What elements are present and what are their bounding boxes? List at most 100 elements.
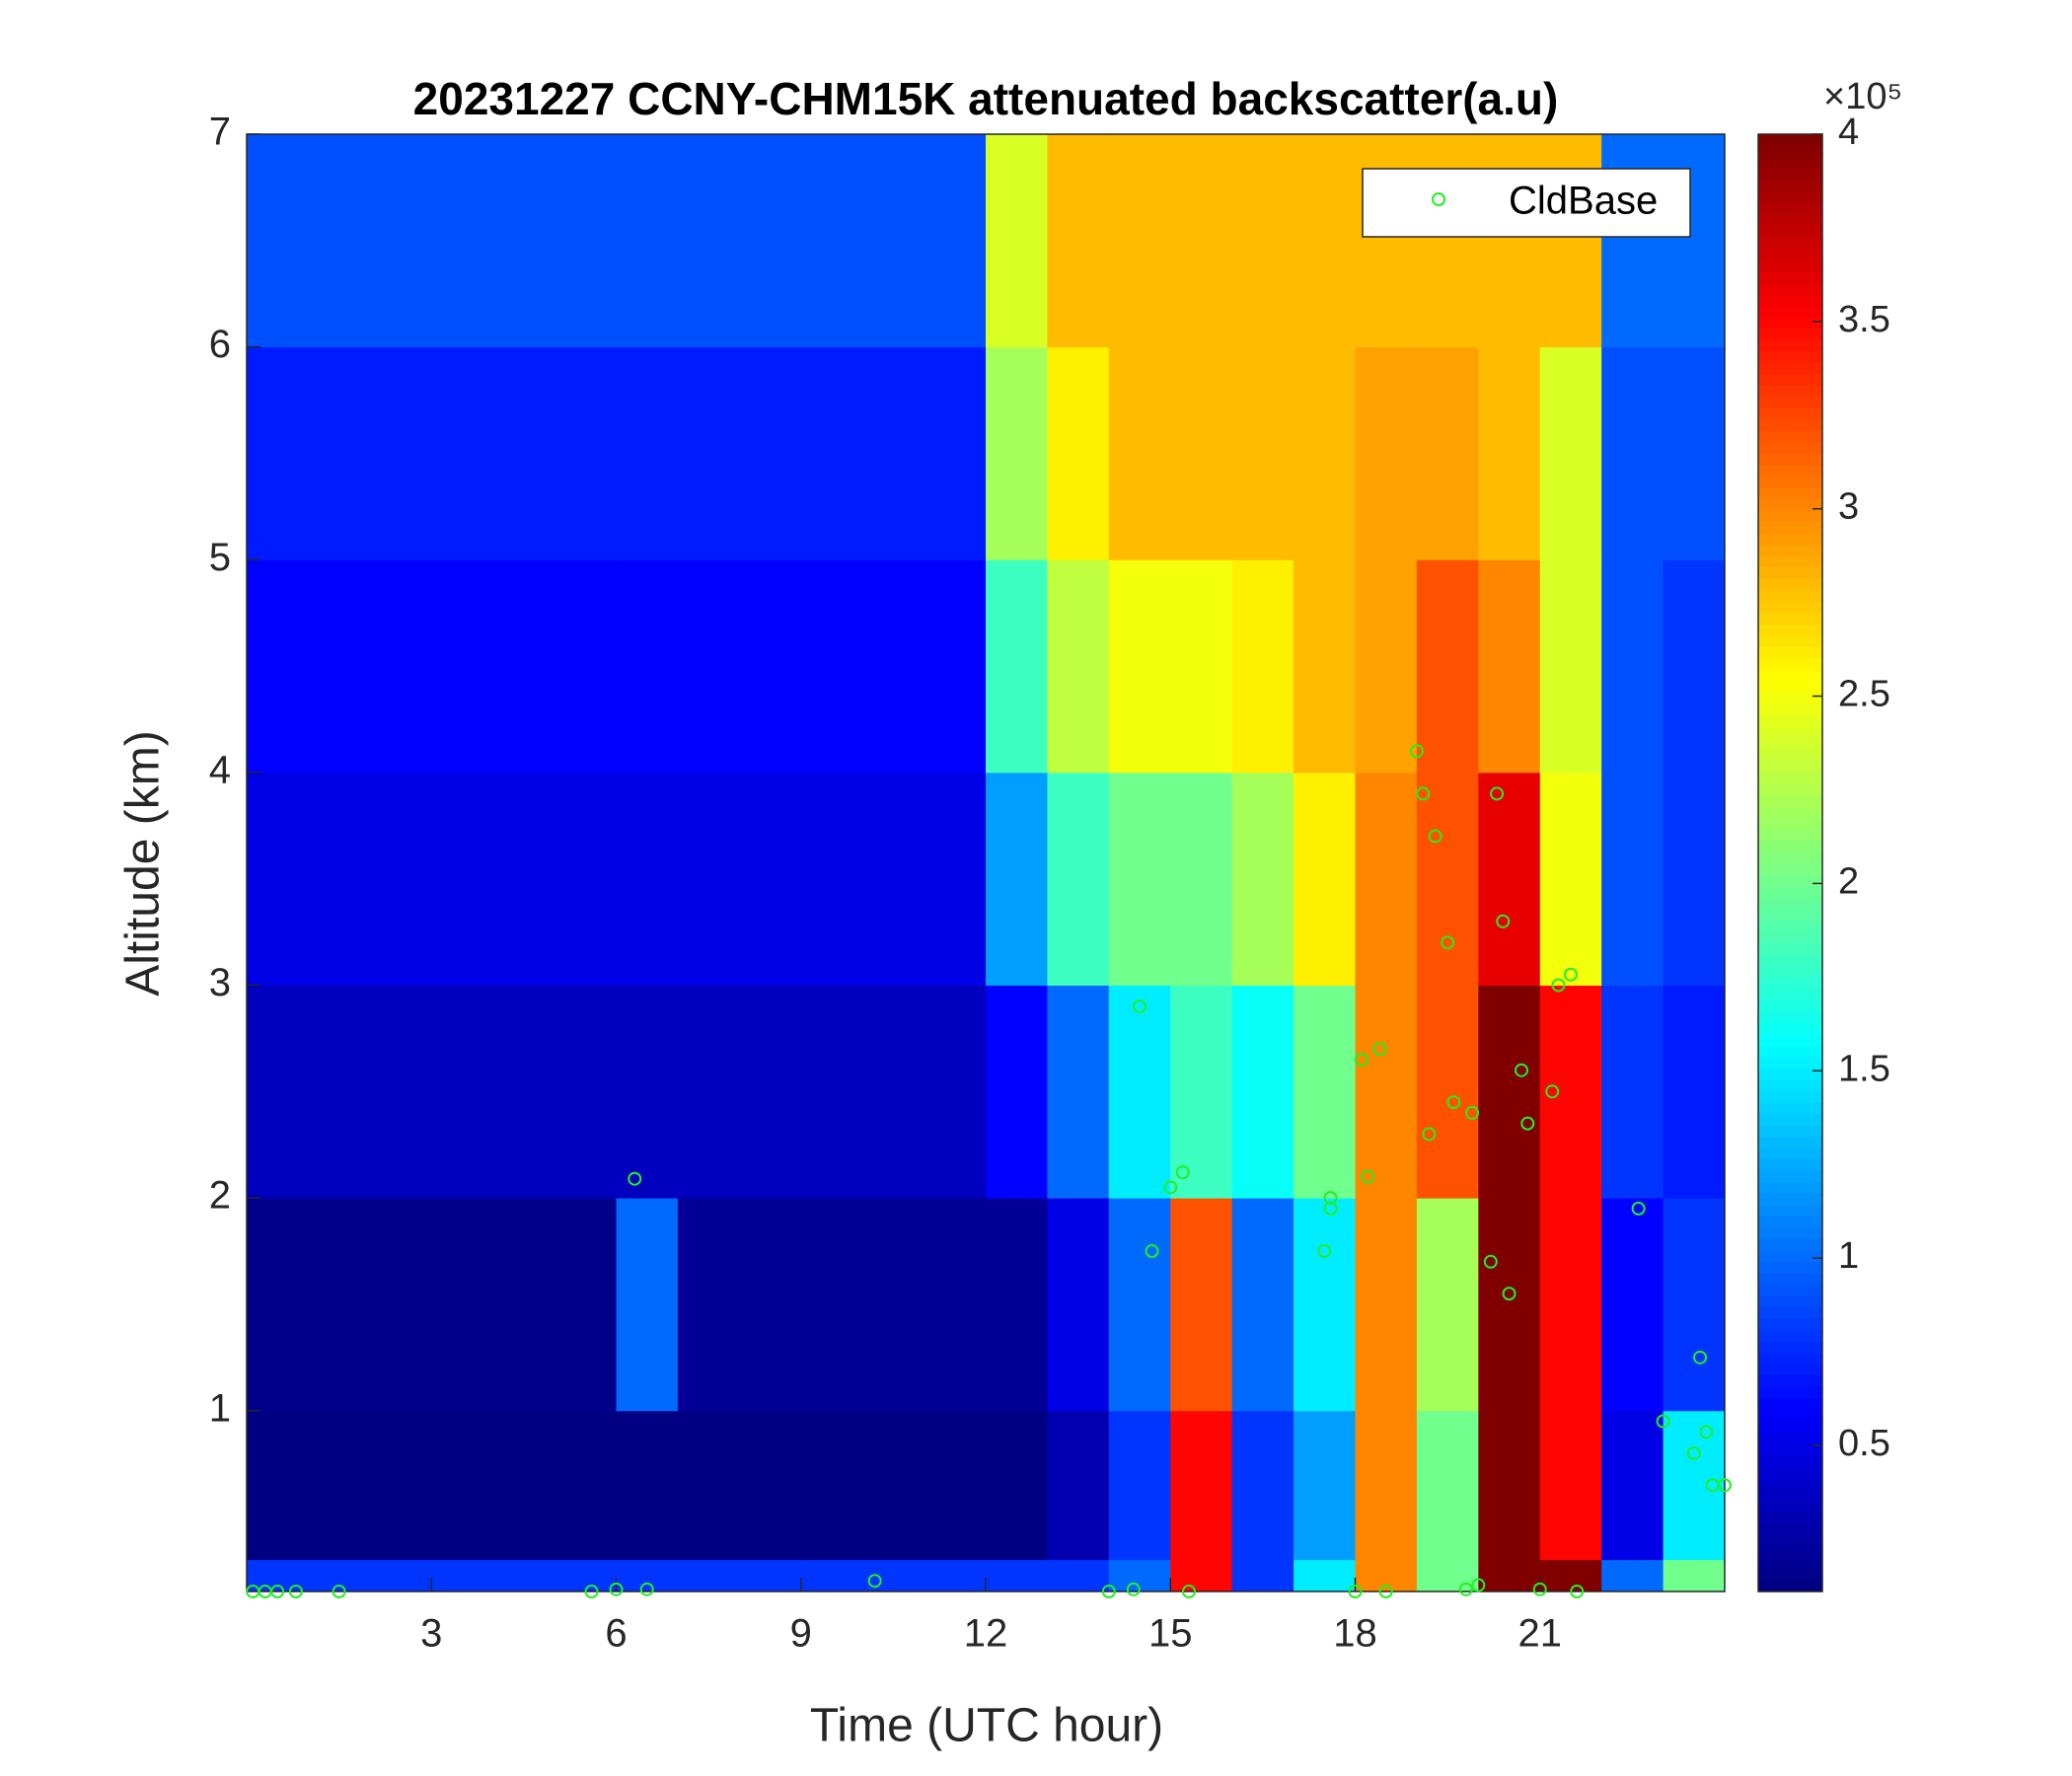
cloud-base-point [1446,1095,1461,1110]
heatmap-cell [1294,985,1356,1199]
heatmap-cell [247,134,309,348]
colorbar-swatch [1758,692,1822,704]
heatmap-cell [677,134,740,348]
heatmap-cell [924,1198,987,1412]
colorbar-swatch [1758,749,1822,762]
colorbar-swatch [1758,1489,1822,1502]
heatmap-cell [492,1410,555,1561]
colorbar-tick-label: 2 [1838,860,1859,902]
cloud-base-point [1483,1254,1498,1269]
colorbar-swatch [1758,476,1822,488]
heatmap-cell [739,1559,802,1592]
cloud-base-point [1490,786,1505,801]
colorbar-swatch [1758,1374,1822,1387]
cloud-base-point [1354,1052,1369,1067]
heatmap-cell [308,134,371,348]
cloud-base-point [1515,1063,1529,1077]
heatmap-cell [616,772,679,986]
cloud-base-point [1428,829,1443,844]
colorbar-swatch [1758,1318,1822,1331]
heatmap-cell [369,559,432,774]
colorbar-swatch [1758,1284,1822,1296]
heatmap-cell [1539,1198,1602,1412]
colorbar-swatch [1758,1329,1822,1342]
colorbar-swatch [1758,862,1822,875]
heatmap-cell [1663,134,1726,348]
colorbar-swatch [1758,1580,1822,1592]
heatmap-cell [924,772,987,986]
colorbar-swatch [1758,1226,1822,1239]
heatmap-cell [1663,1559,1726,1592]
colorbar-swatch [1758,566,1822,579]
heatmap-cell [555,346,617,560]
colorbar-swatch [1758,134,1822,147]
colorbar-swatch [1758,714,1822,727]
heatmap-cell [1539,134,1602,348]
colorbar-swatch [1758,396,1822,408]
colorbar-swatch [1758,601,1822,614]
heatmap-cell [369,346,432,560]
heatmap-cell [1416,772,1479,986]
colorbar-swatch [1758,305,1822,318]
y-tick-label: 4 [209,748,231,791]
heatmap-cell [1539,772,1602,986]
heatmap-cell [1108,1198,1171,1412]
x-tick-label: 9 [790,1612,812,1656]
heatmap-cell [1294,772,1356,986]
heatmap-cell [1294,559,1356,774]
heatmap-cell [1663,346,1726,560]
colorbar-swatch [1758,418,1822,431]
heatmap-cell [1170,772,1233,986]
colorbar-swatch [1758,509,1822,522]
heatmap-cell [1416,346,1479,560]
colorbar-swatch [1758,555,1822,568]
heatmap-cell [1231,1410,1295,1561]
heatmap-cell [1170,134,1233,348]
colorbar-swatch [1758,1443,1822,1456]
cloud-base-point [1532,1582,1547,1596]
colorbar-swatch [1758,737,1822,750]
heatmap-cell [800,772,863,986]
colorbar-swatch [1758,236,1822,249]
colorbar-swatch [1758,1477,1822,1490]
heatmap-cell [1355,1198,1418,1412]
heatmap-cell [1539,1410,1602,1561]
colorbar-swatch [1758,202,1822,215]
heatmap-cell [369,134,432,348]
heatmap-cell [369,985,432,1199]
colorbar-swatch [1758,817,1822,830]
heatmap-cell [492,1198,555,1412]
colorbar-swatch [1758,1272,1822,1286]
heatmap-cell [1170,985,1233,1199]
cloud-base-point [1163,1180,1178,1195]
colorbar-swatch [1758,1113,1822,1126]
heatmap-cell [677,346,740,560]
heatmap-cell [308,985,371,1199]
heatmap-cell [924,1410,987,1561]
heatmap-cell [1294,346,1356,560]
colorbar-swatch [1758,1010,1822,1023]
heatmap-cell [369,1410,432,1561]
cloud-base-point [1631,1201,1646,1216]
cloud-base-point [1323,1191,1338,1206]
heatmap-cell [1047,1559,1110,1592]
chart-title: 20231227 CCNY-CHM15K attenuated backscat… [413,73,1559,124]
y-tick-label: 2 [209,1174,231,1218]
heatmap-cell [492,985,555,1199]
heatmap-cell [1416,1198,1479,1412]
heatmap-cell [1663,985,1726,1199]
heatmap-cell [1478,1559,1541,1592]
heatmap-cell [1355,772,1418,986]
heatmap-cell [986,1559,1048,1592]
heatmap-cell [492,1559,555,1592]
heatmap-cell [862,346,925,560]
heatmap-cell [1108,1559,1171,1592]
heatmap-cell [1663,559,1726,774]
heatmap-cell [739,559,802,774]
heatmap-cell [986,1198,1048,1412]
colorbar-swatch [1758,1181,1822,1194]
y-tick-label: 5 [209,536,231,579]
colorbar-tick-label: 3.5 [1838,299,1890,340]
colorbar-swatch [1758,1216,1822,1228]
